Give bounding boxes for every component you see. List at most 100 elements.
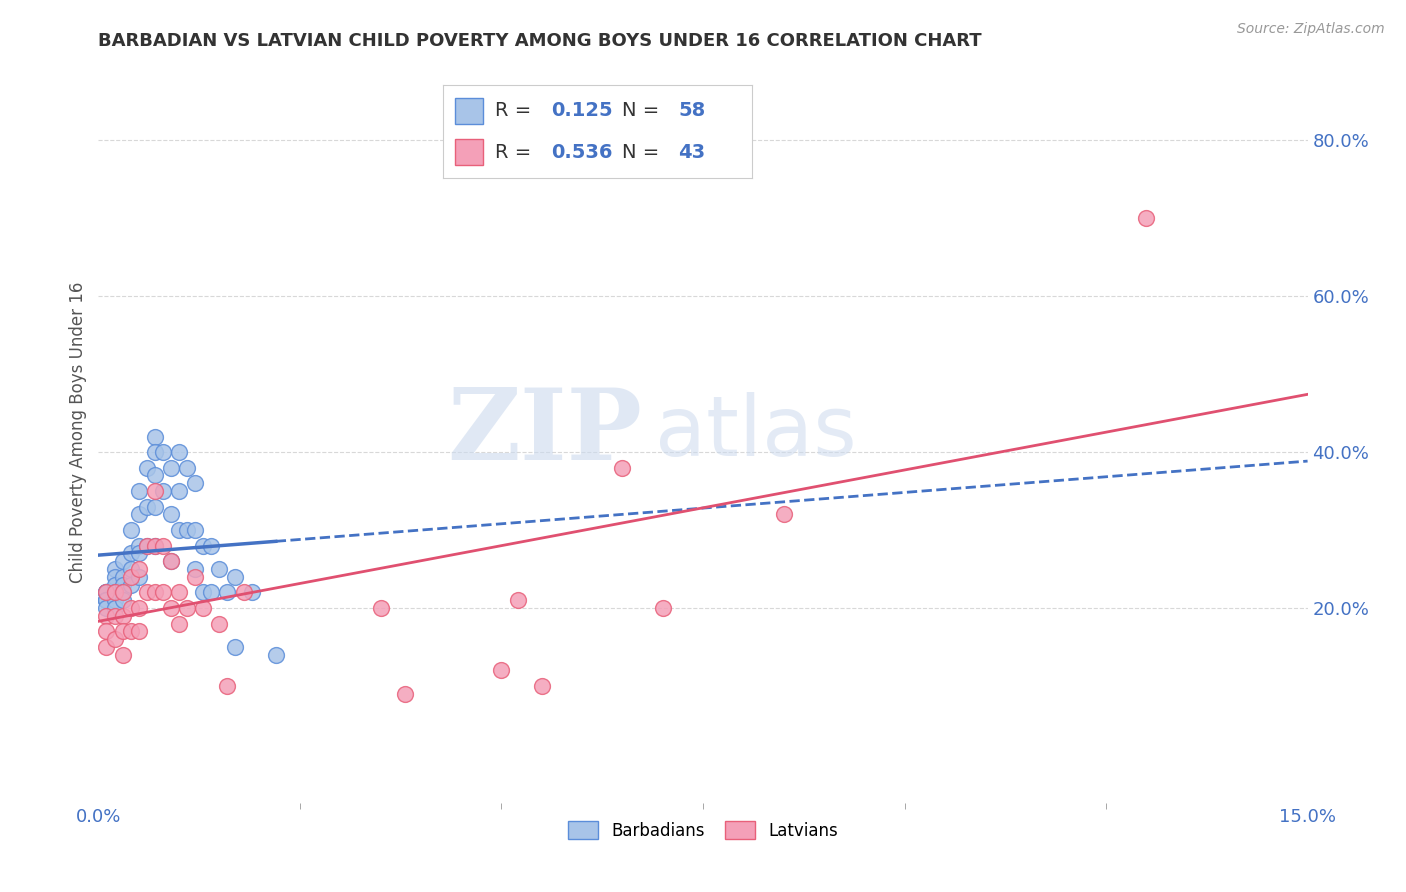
Point [370,601,392,615]
Point [224,640,246,654]
Point [135,539,157,553]
Text: 0.125: 0.125 [551,102,613,120]
Point [96,585,118,599]
Text: 43: 43 [678,143,704,161]
Point [184,523,207,537]
FancyBboxPatch shape [456,98,484,124]
Point [103,577,125,591]
Point [160,554,183,568]
Point [96,593,118,607]
Point [1135,211,1157,226]
Point [152,585,174,599]
Point [120,601,142,615]
Point [128,570,150,584]
Point [128,562,150,576]
Point [152,484,174,499]
Point [128,539,150,553]
Point [167,484,190,499]
Point [143,585,166,599]
Point [176,523,198,537]
Point [193,601,215,615]
Point [111,608,134,623]
Point [111,624,134,639]
Point [120,624,142,639]
Point [152,539,174,553]
Point [208,562,231,576]
Text: N =: N = [623,143,666,161]
Point [143,539,166,553]
Text: atlas: atlas [655,392,856,473]
Point [120,562,142,576]
Point [111,585,134,599]
Point [772,508,794,522]
Text: BARBADIAN VS LATVIAN CHILD POVERTY AMONG BOYS UNDER 16 CORRELATION CHART: BARBADIAN VS LATVIAN CHILD POVERTY AMONG… [98,32,981,50]
Point [96,608,118,623]
Point [167,585,190,599]
Point [103,632,125,647]
Point [208,616,231,631]
Point [160,460,183,475]
Point [128,624,150,639]
Point [111,577,134,591]
Point [224,570,246,584]
Point [128,546,150,560]
Point [200,539,222,553]
Point [184,476,207,491]
Point [160,554,183,568]
Point [152,445,174,459]
Point [193,585,215,599]
Point [200,585,222,599]
Point [120,523,142,537]
Point [135,500,157,514]
Point [103,585,125,599]
Point [167,616,190,631]
Legend: Barbadians, Latvians: Barbadians, Latvians [561,814,845,847]
Point [135,539,157,553]
Point [143,429,166,443]
Point [96,585,118,599]
Point [184,570,207,584]
Point [120,570,142,584]
Point [96,601,118,615]
Point [143,468,166,483]
Point [96,585,118,599]
Point [143,500,166,514]
Text: 58: 58 [678,102,706,120]
Point [143,539,166,553]
Point [96,593,118,607]
Text: R =: R = [495,102,538,120]
Point [506,593,529,607]
Point [217,679,239,693]
Text: R =: R = [495,143,538,161]
Text: Source: ZipAtlas.com: Source: ZipAtlas.com [1237,22,1385,37]
Point [217,585,239,599]
Point [135,460,157,475]
Point [160,601,183,615]
Point [651,601,673,615]
Point [103,593,125,607]
Point [103,608,125,623]
Point [143,484,166,499]
Point [96,585,118,599]
Point [394,687,416,701]
Point [111,585,134,599]
Point [135,585,157,599]
FancyBboxPatch shape [456,139,484,165]
Point [176,460,198,475]
Point [111,570,134,584]
Point [111,648,134,662]
Point [128,508,150,522]
Point [111,554,134,568]
Point [96,624,118,639]
Point [96,593,118,607]
Point [111,593,134,607]
Text: 0.536: 0.536 [551,143,613,161]
Point [240,585,263,599]
Point [160,508,183,522]
Text: ZIP: ZIP [447,384,643,481]
Point [232,585,254,599]
Point [143,445,166,459]
Point [120,577,142,591]
Point [167,445,190,459]
Point [264,648,287,662]
